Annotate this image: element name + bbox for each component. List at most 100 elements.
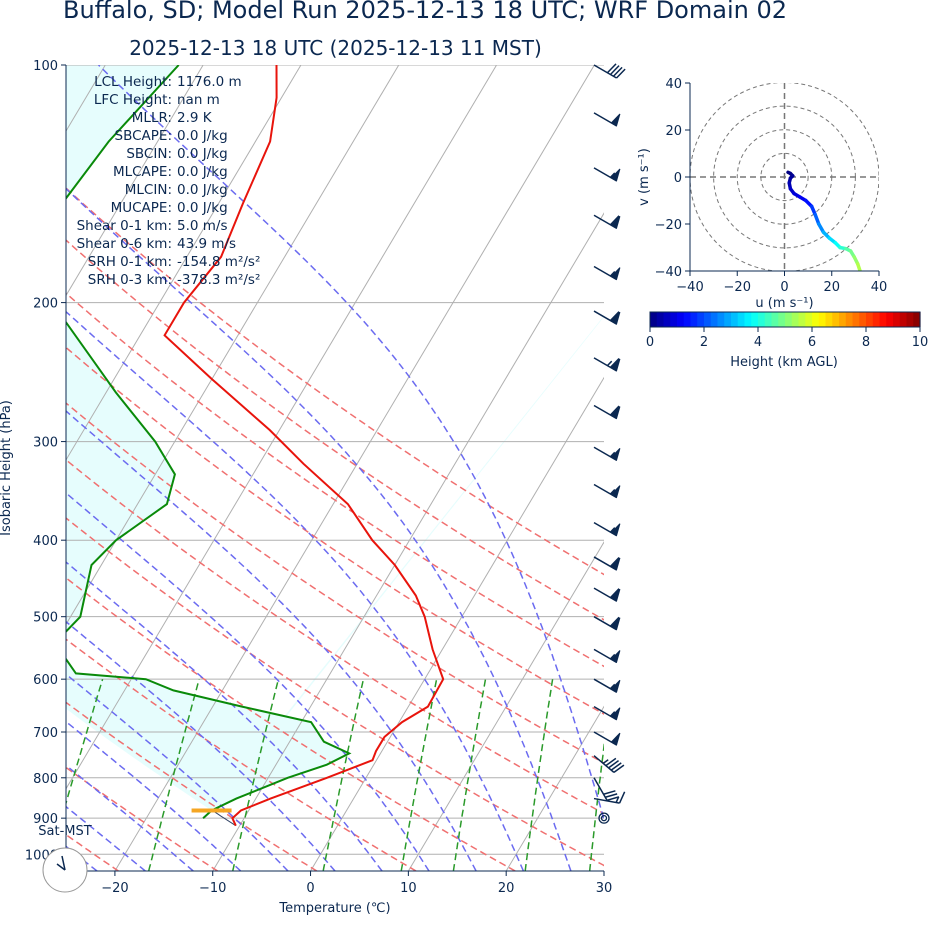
wind-barb xyxy=(593,556,621,571)
wind-barb xyxy=(598,812,610,824)
colorbar-cell xyxy=(751,312,759,327)
isotherm-line xyxy=(407,541,604,871)
hodograph-x-tick-label: 40 xyxy=(871,280,888,295)
colorbar-frame xyxy=(649,311,921,328)
x-tick-label: −20 xyxy=(101,881,128,896)
hodograph-y-label: v (m s⁻¹) xyxy=(637,148,652,206)
colorbar-cell xyxy=(737,312,746,327)
colorbar-cell xyxy=(872,312,881,327)
hodograph-y-tick-label: 0 xyxy=(674,171,682,186)
param-value: 43.9 m/s xyxy=(177,236,236,252)
param-label: SBCIN: xyxy=(126,146,172,162)
param-label: LFC Height: xyxy=(94,92,172,108)
isotherm-line xyxy=(603,870,604,871)
wind-barb xyxy=(593,791,626,804)
chart-subtitle: 2025-12-13 18 UTC (2025-12-13 11 MST) xyxy=(129,36,542,60)
colorbar-cell xyxy=(893,312,901,327)
mixing-ratio-line xyxy=(588,740,604,871)
colorbar-cell xyxy=(879,312,887,327)
param-label: SRH 0-3 km: xyxy=(88,272,172,288)
mixing-ratio-line xyxy=(322,679,365,871)
dewpoint-profile-line xyxy=(66,65,352,819)
x-tick-label: 20 xyxy=(498,881,515,896)
colorbar-cell xyxy=(744,312,752,327)
colorbar-cell xyxy=(825,312,833,327)
mixing-ratio-line xyxy=(524,679,554,871)
isotherm-line xyxy=(505,705,604,871)
mixing-ratio-line xyxy=(231,679,280,871)
moist-adiabat-line xyxy=(66,491,430,871)
colorbar-cell xyxy=(650,312,658,327)
colorbar-tick-label: 2 xyxy=(700,335,708,350)
chart-title: Buffalo, SD; Model Run 2025-12-13 18 UTC… xyxy=(63,0,787,24)
hodograph-x-tick-label: −40 xyxy=(676,280,703,295)
param-label: Shear 0-6 km: xyxy=(77,236,172,252)
colorbar-cell xyxy=(670,312,678,327)
param-value: 2.9 K xyxy=(177,110,213,126)
dry-adiabat-line xyxy=(66,402,604,765)
clock-label: Sat-MST xyxy=(38,824,91,839)
x-tick-label: 10 xyxy=(400,881,417,896)
param-label: SRH 0-1 km: xyxy=(88,254,172,270)
param-label: Shear 0-1 km: xyxy=(77,218,172,234)
wind-barb xyxy=(593,404,621,420)
colorbar-tick-label: 8 xyxy=(862,335,870,350)
colorbar-cell xyxy=(798,312,806,327)
colorbar-cell xyxy=(778,312,786,327)
colorbar-cell xyxy=(852,312,860,327)
wind-barb xyxy=(593,265,621,281)
colorbar-cell xyxy=(818,312,827,327)
x-tick-label: −10 xyxy=(199,881,226,896)
param-label: SBCAPE: xyxy=(115,128,172,144)
wind-barb xyxy=(593,678,621,693)
wind-barb xyxy=(593,777,620,802)
wind-barb xyxy=(593,521,621,537)
colorbar-cell xyxy=(683,312,692,327)
y-tick-label: 700 xyxy=(33,726,58,741)
colorbar-cell xyxy=(886,312,894,327)
colorbar-label: Height (km AGL) xyxy=(730,355,838,370)
moist-adiabat-line xyxy=(66,673,289,871)
colorbar-cell xyxy=(906,312,914,327)
colorbar-cell xyxy=(839,312,847,327)
dry-adiabat-line xyxy=(66,517,604,867)
param-value: 0.0 J/kg xyxy=(177,146,228,162)
moist-adiabat-line xyxy=(66,620,336,871)
colorbar-cell xyxy=(764,312,773,327)
colorbar: 0 2 4 6 8 10 Height (km AGL) xyxy=(646,311,928,370)
colorbar-cell xyxy=(832,312,840,327)
param-value: 1176.0 m xyxy=(177,74,242,90)
param-label: MLLR: xyxy=(132,110,172,126)
x-tick-label: 0 xyxy=(306,881,314,896)
dry-adiabat-line xyxy=(66,576,516,871)
colorbar-cell xyxy=(724,312,732,327)
colorbar-cell xyxy=(717,312,725,327)
param-value: 0.0 J/kg xyxy=(177,182,228,198)
colorbar-cell xyxy=(845,312,854,327)
temperature-profile-line xyxy=(163,65,445,827)
param-label: MLCAPE: xyxy=(113,164,172,180)
colorbar-cell xyxy=(771,312,779,327)
mixing-ratio-line xyxy=(452,679,487,871)
wind-barb xyxy=(593,446,621,461)
param-label: LCL Height: xyxy=(94,74,172,90)
colorbar-cell xyxy=(758,312,766,327)
hodograph-y-tick-label: −40 xyxy=(655,265,682,280)
mixing-ratio-line xyxy=(400,679,438,871)
wind-barb xyxy=(593,731,621,746)
cape-shading xyxy=(66,65,604,819)
moist-adiabat-line xyxy=(66,410,477,871)
y-tick-label: 500 xyxy=(33,611,58,626)
colorbar-cell xyxy=(697,312,705,327)
colorbar-cell xyxy=(866,312,874,327)
param-value: 0.0 J/kg xyxy=(177,164,228,180)
clock-icon xyxy=(42,847,88,893)
wind-barb xyxy=(593,483,621,499)
dry-adiabat-line xyxy=(66,187,604,576)
isotherm-line xyxy=(66,65,302,461)
hodograph-y-tick-label: 20 xyxy=(665,124,682,139)
colorbar-tick-label: 0 xyxy=(646,335,654,350)
wind-barb xyxy=(593,63,626,79)
hodograph-y-tick-label: −20 xyxy=(655,218,682,233)
